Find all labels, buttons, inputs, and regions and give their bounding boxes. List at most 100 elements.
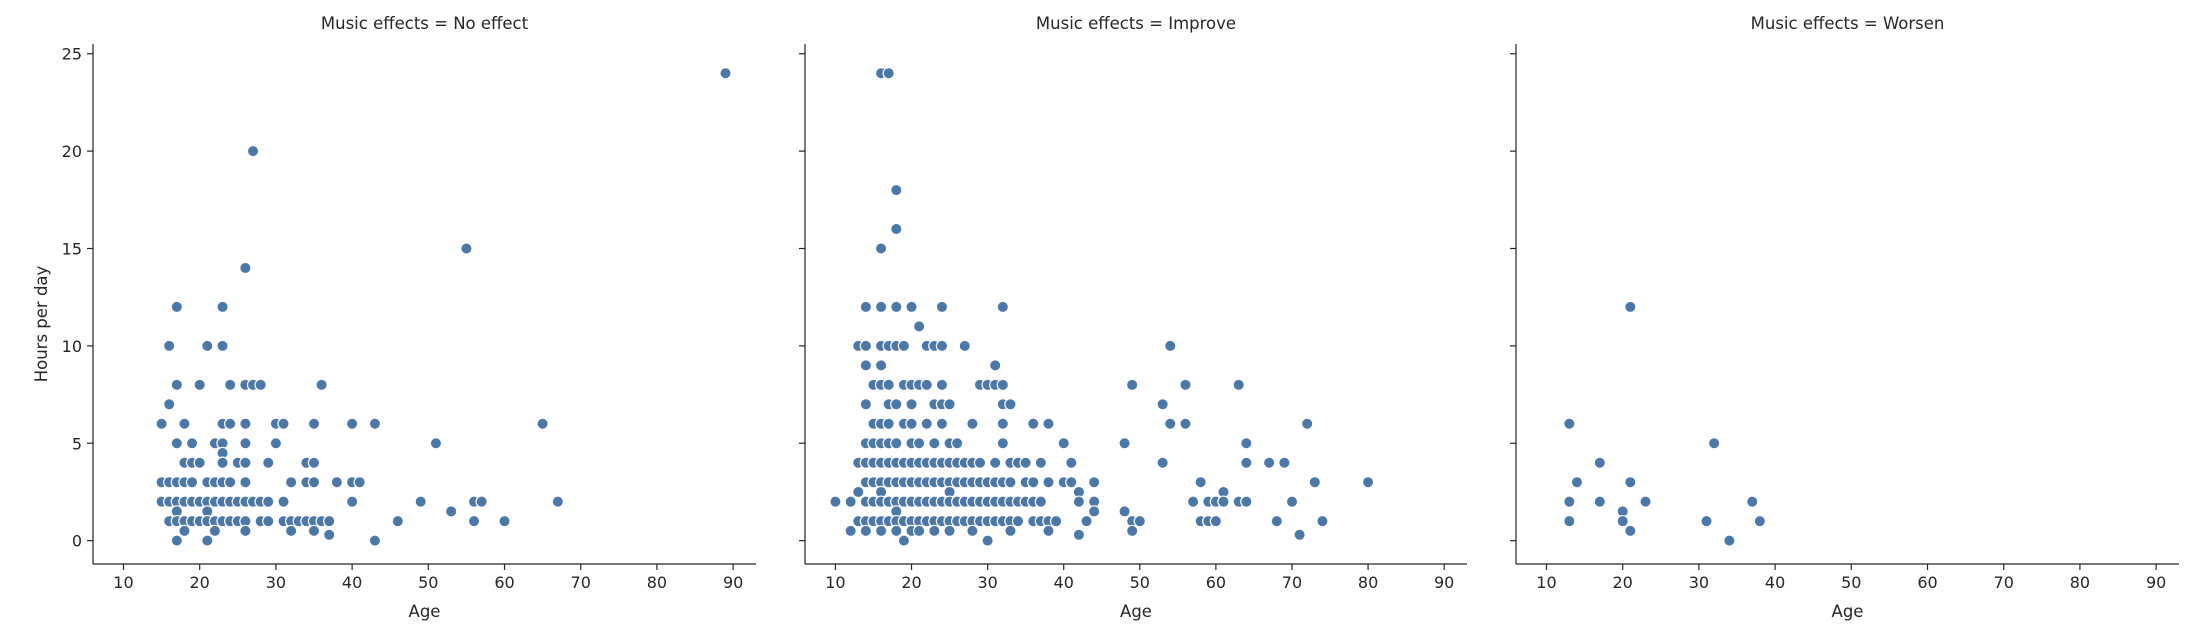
data-point: [216, 456, 229, 469]
panel-title: Music effects = Worsen: [1751, 14, 1945, 33]
data-point: [1262, 456, 1276, 469]
data-point: [935, 300, 949, 314]
y-tick-label: 5: [72, 434, 82, 453]
y-tick-label: 25: [62, 45, 82, 64]
data-point: [1240, 495, 1253, 508]
data-point: [307, 524, 321, 538]
data-point: [254, 378, 267, 392]
data-point: [178, 524, 191, 538]
data-point: [935, 339, 949, 353]
data-point: [1194, 476, 1207, 489]
data-point: [890, 437, 903, 450]
data-point: [1164, 339, 1177, 353]
data-point: [1707, 437, 1721, 450]
data-point: [1616, 514, 1629, 528]
data-point: [1042, 417, 1055, 430]
data-point: [1156, 398, 1169, 411]
data-point: [460, 242, 473, 255]
data-point: [239, 437, 252, 450]
data-point: [284, 476, 298, 489]
data-point: [170, 378, 184, 392]
data-point: [429, 437, 443, 450]
data-point: [185, 476, 199, 489]
data-point: [1125, 524, 1139, 538]
data-point: [536, 417, 549, 430]
y-tick-label: 15: [62, 239, 82, 258]
x-tick-label: 30: [1689, 573, 1709, 592]
data-point: [345, 417, 359, 430]
data-point: [262, 495, 275, 508]
data-point: [1563, 495, 1576, 508]
data-point: [178, 417, 191, 430]
x-tick-label: 80: [2070, 573, 2090, 592]
data-point: [1593, 495, 1607, 508]
x-axis-label: Age: [1832, 602, 1864, 621]
data-point: [551, 495, 565, 508]
data-point: [1563, 417, 1576, 430]
data-point: [981, 534, 994, 547]
data-point: [1034, 456, 1048, 469]
data-point: [1118, 437, 1131, 450]
data-point: [353, 476, 366, 489]
data-point: [890, 183, 903, 197]
data-point: [844, 524, 857, 538]
data-point: [163, 398, 176, 411]
data-point: [928, 437, 941, 450]
data-point: [1057, 437, 1070, 450]
data-point: [414, 495, 427, 508]
x-tick-label: 80: [647, 573, 667, 592]
x-tick-label: 80: [1358, 573, 1378, 592]
data-point: [239, 524, 252, 538]
data-point: [989, 456, 1002, 469]
data-point: [905, 398, 918, 411]
data-point: [890, 222, 903, 236]
data-point: [1004, 524, 1017, 538]
x-tick-label: 10: [113, 573, 133, 592]
data-point: [1278, 456, 1291, 469]
data-point: [935, 417, 949, 430]
data-point: [1065, 456, 1078, 469]
x-tick-label: 60: [494, 573, 514, 592]
data-point: [890, 398, 903, 411]
data-point: [897, 534, 911, 547]
data-point: [882, 417, 895, 430]
data-point: [216, 339, 229, 353]
data-point: [1027, 417, 1040, 430]
data-point: [874, 242, 888, 255]
x-tick-label: 70: [571, 573, 591, 592]
data-point: [1179, 378, 1192, 392]
data-point: [973, 456, 987, 469]
x-tick-label: 90: [723, 573, 743, 592]
data-point: [859, 300, 873, 314]
data-point: [1049, 514, 1063, 528]
x-axis-label: Age: [1120, 602, 1152, 621]
data-point: [444, 505, 458, 518]
data-point: [996, 378, 1010, 392]
data-point: [246, 144, 260, 158]
data-point: [323, 514, 336, 528]
data-point: [935, 378, 949, 392]
data-point: [966, 524, 979, 538]
data-point: [996, 417, 1010, 430]
y-tick-label: 0: [72, 532, 82, 551]
x-tick-label: 60: [1917, 573, 1937, 592]
data-point: [323, 528, 336, 541]
x-tick-label: 30: [977, 573, 997, 592]
data-point: [859, 359, 873, 372]
data-point: [239, 456, 252, 469]
x-tick-label: 60: [1206, 573, 1226, 592]
data-point: [859, 339, 873, 353]
data-point: [1087, 505, 1101, 518]
data-point: [1004, 398, 1017, 411]
x-tick-label: 40: [342, 573, 362, 592]
data-point: [882, 67, 895, 80]
data-point: [1080, 514, 1093, 528]
x-tick-label: 50: [418, 573, 438, 592]
data-point: [966, 417, 979, 430]
data-point: [170, 437, 184, 450]
data-point: [1065, 476, 1078, 489]
x-axis-label: Age: [409, 602, 441, 621]
data-point: [170, 534, 184, 547]
data-point: [1072, 528, 1086, 541]
